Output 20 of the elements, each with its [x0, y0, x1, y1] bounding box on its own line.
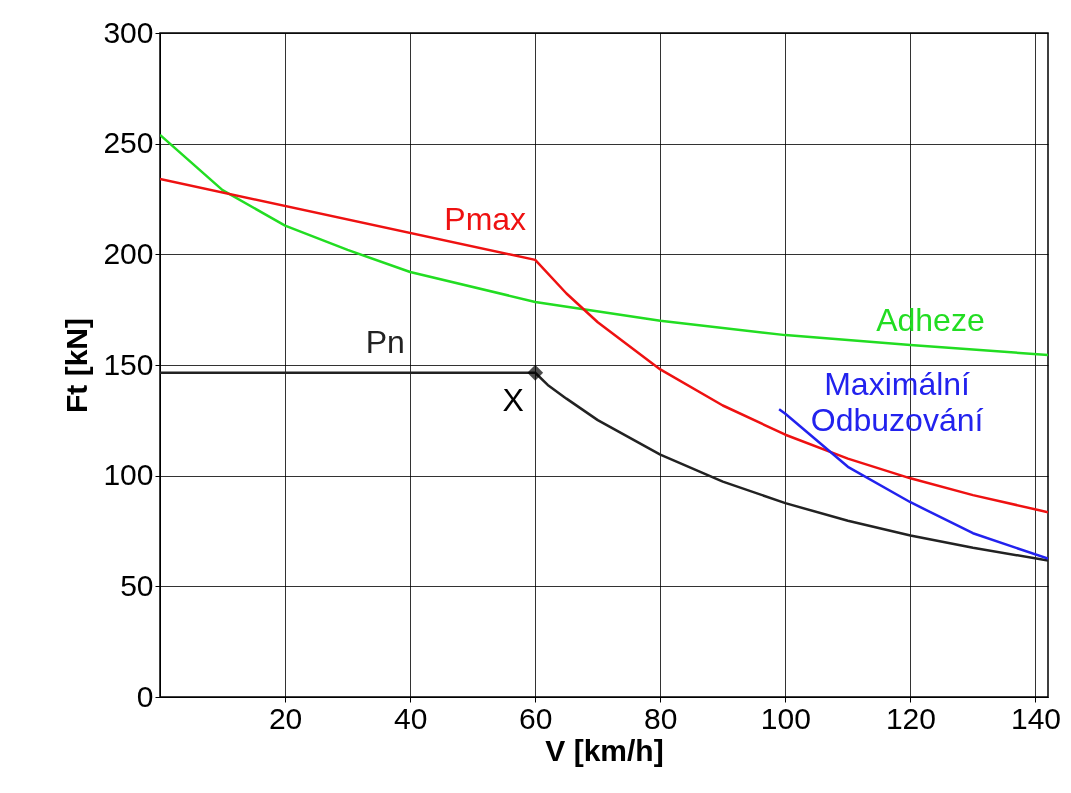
series-label: Pn — [365, 323, 405, 360]
y-tick-label: 250 — [103, 126, 154, 160]
y-tick-label: 300 — [103, 15, 154, 49]
x-axis-title: V [km/h] — [545, 733, 664, 767]
x-tick-label: 40 — [393, 701, 428, 735]
y-tick-label: 100 — [103, 458, 154, 492]
x-tick-label: 120 — [885, 701, 936, 735]
x-tick-label: 20 — [268, 701, 303, 735]
y-tick-label: 200 — [103, 236, 154, 270]
y-axis-title: Ft [kN] — [60, 318, 94, 413]
x-tick-label: 60 — [519, 701, 553, 735]
series-label: Pmax — [444, 200, 527, 237]
x-tick-label: 80 — [644, 701, 678, 735]
line-series — [777, 408, 1048, 560]
annotation: X — [502, 381, 524, 418]
y-tick-label: 50 — [120, 568, 154, 602]
y-tick-label: 150 — [103, 347, 154, 381]
x-tick-label: 140 — [1010, 701, 1062, 735]
y-tick-label: 0 — [136, 679, 154, 713]
x-tick-label: 100 — [760, 701, 811, 735]
